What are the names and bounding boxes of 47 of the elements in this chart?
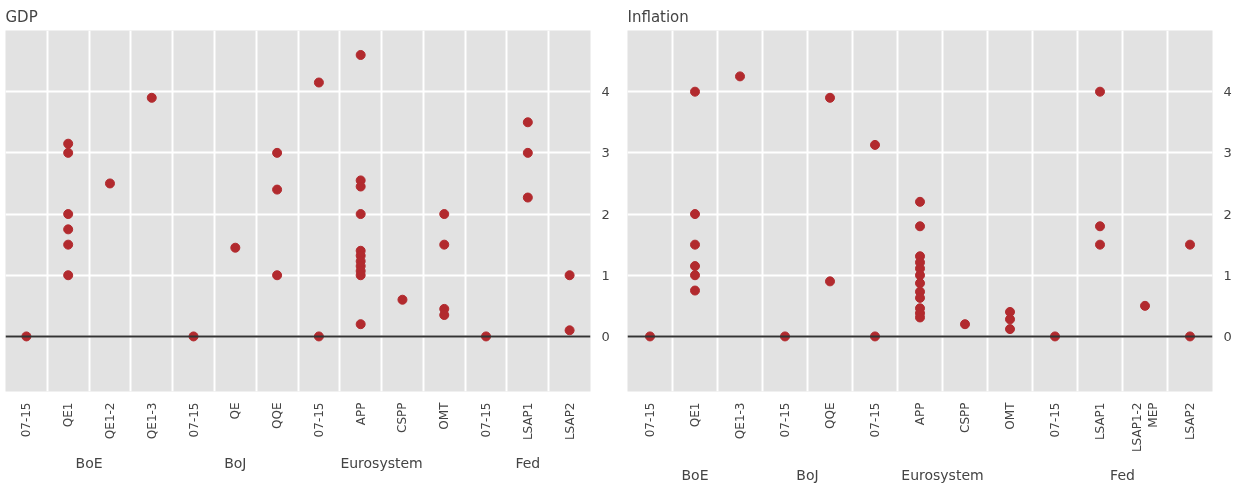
text: BoJ (224, 454, 247, 471)
x-tick-label: LSAP1 (1093, 402, 1107, 441)
x-tick-label: QE1-3 (144, 402, 159, 440)
y-tick-label: 4 (1223, 84, 1232, 100)
x-tick-label: APP (353, 402, 368, 426)
x-tick-label: QQE (270, 402, 285, 429)
x-tick-label: 07-15 (186, 402, 201, 438)
y-tick-label: 2 (601, 206, 610, 222)
text: BoE (681, 466, 709, 483)
x-tick-label: QE1 (688, 402, 702, 428)
x-tick-label: 07-15 (311, 402, 326, 438)
x-tick-label: QE1-2 (102, 402, 117, 440)
y-tick-label: 2 (1223, 206, 1232, 222)
text: BoJ (796, 466, 819, 483)
x-tick-label: 07-15 (479, 402, 494, 438)
x-tick-label: LSAP2 (562, 402, 577, 441)
y-tick-label: 0 (601, 328, 610, 344)
x-tick-label: APP (913, 402, 927, 426)
x-tick-label: LSAP1 (520, 402, 535, 441)
text: BoE (75, 454, 103, 471)
text: Eurosystem (340, 454, 423, 471)
x-tick-label: QQE (823, 402, 837, 429)
x-tick-label: CSPP (395, 402, 410, 433)
chart-title: Inflation (627, 7, 689, 26)
y-tick-label: 1 (601, 267, 610, 283)
x-tick-label: QE1 (61, 402, 76, 428)
x-tick-label: 07-15 (19, 402, 34, 438)
x-tick-label: 07-15 (643, 402, 657, 438)
text: Eurosystem (901, 466, 984, 483)
x-tick-label: 07-15 (868, 402, 882, 438)
y-tick-label: 4 (601, 84, 610, 100)
y-tick-label: 0 (1223, 328, 1232, 344)
text: Fed (515, 454, 541, 471)
chart-title: GDP (5, 7, 38, 26)
x-tick-label: QE (228, 402, 243, 420)
x-tick-label: OMT (1003, 401, 1017, 430)
x-tick-label: 07-15 (1048, 402, 1062, 438)
y-tick-label: 3 (601, 145, 610, 161)
x-tick-label: CSPP (958, 402, 972, 433)
x-tick-label: LSAP1-2 MEP (1129, 402, 1161, 453)
y-tick-label: 1 (1223, 267, 1232, 283)
x-tick-label: QE1-3 (733, 402, 747, 440)
y-tick-label: 3 (1223, 145, 1232, 161)
text: Fed (1110, 466, 1135, 483)
x-tick-label: OMT (437, 401, 452, 430)
x-tick-label: LSAP2 (1183, 402, 1197, 441)
x-tick-label: 07-15 (778, 402, 792, 438)
